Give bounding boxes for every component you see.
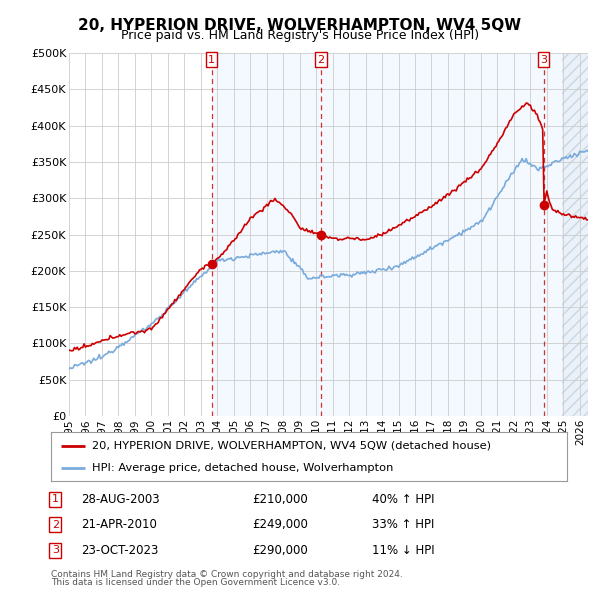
Bar — [212, 53, 321, 416]
Text: Contains HM Land Registry data © Crown copyright and database right 2024.: Contains HM Land Registry data © Crown c… — [51, 571, 403, 579]
Text: 2: 2 — [317, 54, 325, 64]
Text: This data is licensed under the Open Government Licence v3.0.: This data is licensed under the Open Gov… — [51, 578, 340, 587]
Text: 23-OCT-2023: 23-OCT-2023 — [81, 543, 158, 557]
Bar — [321, 53, 544, 416]
Text: 20, HYPERION DRIVE, WOLVERHAMPTON, WV4 5QW (detached house): 20, HYPERION DRIVE, WOLVERHAMPTON, WV4 5… — [92, 441, 491, 451]
Text: £210,000: £210,000 — [252, 493, 308, 506]
Text: 33% ↑ HPI: 33% ↑ HPI — [372, 518, 434, 532]
Text: £290,000: £290,000 — [252, 543, 308, 557]
Text: Price paid vs. HM Land Registry's House Price Index (HPI): Price paid vs. HM Land Registry's House … — [121, 30, 479, 42]
Text: 20, HYPERION DRIVE, WOLVERHAMPTON, WV4 5QW: 20, HYPERION DRIVE, WOLVERHAMPTON, WV4 5… — [79, 18, 521, 32]
Text: 1: 1 — [208, 54, 215, 64]
Text: 40% ↑ HPI: 40% ↑ HPI — [372, 493, 434, 506]
Text: 11% ↓ HPI: 11% ↓ HPI — [372, 543, 434, 557]
Bar — [562, 53, 588, 416]
Text: 2: 2 — [52, 520, 59, 530]
Text: 1: 1 — [52, 494, 59, 504]
Text: HPI: Average price, detached house, Wolverhampton: HPI: Average price, detached house, Wolv… — [92, 463, 394, 473]
Bar — [562, 53, 588, 416]
Text: 3: 3 — [540, 54, 547, 64]
Bar — [544, 53, 588, 416]
Text: 28-AUG-2003: 28-AUG-2003 — [81, 493, 160, 506]
Text: 3: 3 — [52, 545, 59, 555]
Text: 21-APR-2010: 21-APR-2010 — [81, 518, 157, 532]
Text: £249,000: £249,000 — [252, 518, 308, 532]
